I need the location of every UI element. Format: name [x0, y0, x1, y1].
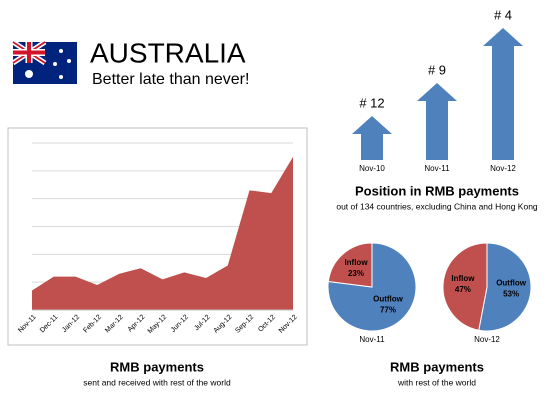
category-label: Nov-10 [359, 164, 385, 173]
slice-value: 23% [348, 269, 364, 278]
pie-slice [442, 242, 488, 331]
chart-subtitle: with rest of the world [397, 377, 476, 387]
rank-arrow [417, 83, 457, 160]
pie-label: Nov-11 [359, 335, 385, 344]
pie-slice [327, 242, 417, 332]
chart-subtitle: out of 134 countries, excluding China an… [336, 201, 538, 211]
rank-label: # 12 [359, 95, 384, 110]
rank-label: # 4 [494, 7, 512, 22]
slice-label: Outflow [373, 294, 404, 303]
chart-title: Position in RMB payments [355, 183, 519, 198]
category-label: Nov-11 [424, 164, 450, 173]
chart-title: RMB payments [110, 359, 204, 374]
chart-subtitle: sent and received with rest of the world [83, 377, 231, 387]
rank-arrow [483, 28, 523, 160]
slice-value: 53% [503, 289, 519, 298]
page-subtitle: Better late than never! [92, 71, 249, 88]
flag [11, 39, 77, 84]
slice-value: 47% [455, 285, 471, 294]
area [32, 156, 293, 310]
category-label: Nov-12 [490, 164, 516, 173]
chart-title: RMB payments [390, 359, 484, 374]
slice-value: 77% [380, 305, 396, 314]
rank-label: # 9 [428, 62, 446, 77]
slice-label: Inflow [344, 258, 368, 267]
slice-label: Outflow [496, 278, 527, 287]
page-title: AUSTRALIA [90, 37, 246, 68]
pie-slice [327, 242, 373, 288]
pie-slice [478, 242, 532, 332]
slice-label: Inflow [451, 274, 475, 283]
pie-label: Nov-12 [474, 335, 500, 344]
rank-arrow [352, 116, 392, 160]
